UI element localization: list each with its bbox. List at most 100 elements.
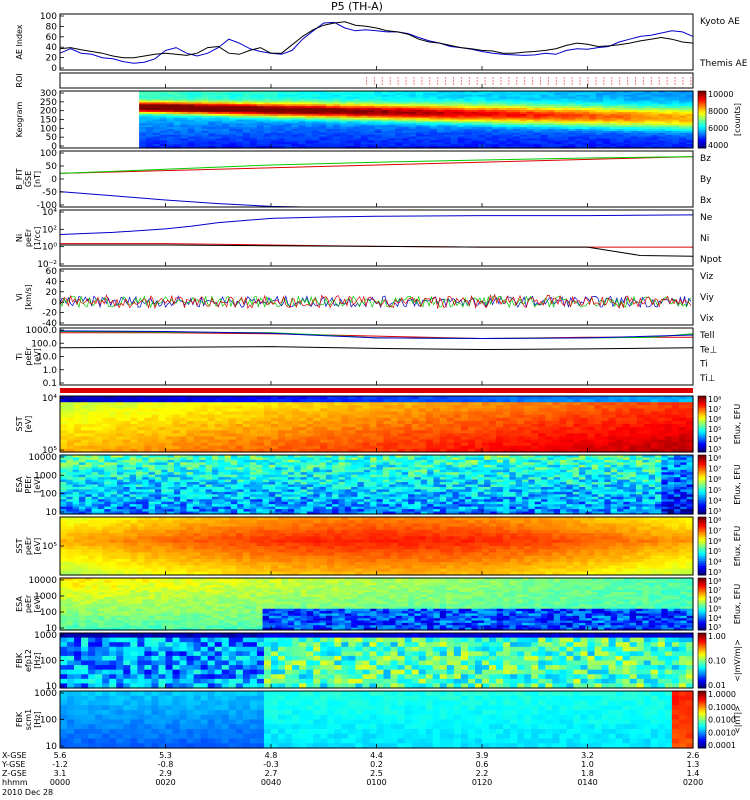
heatmap-cell [568, 132, 576, 136]
heatmap-cell [305, 129, 313, 132]
heatmap-cell [116, 427, 124, 431]
heatmap-cell [229, 100, 237, 103]
heatmap-cell [60, 469, 67, 473]
heatmap-cell [374, 102, 383, 105]
heatmap-cell [236, 111, 244, 115]
heatmap-cell [142, 459, 150, 463]
heatmap-cell [215, 102, 223, 105]
heatmap-cell [263, 405, 272, 410]
heatmap-cell [291, 144, 299, 147]
heatmap-cell [339, 98, 348, 102]
heatmap-cell [187, 136, 196, 140]
heatmap-cell [404, 424, 413, 428]
heatmap-cell [346, 111, 355, 115]
heatmap-cell [199, 457, 207, 461]
heatmap-cell [559, 405, 567, 410]
heatmap-cell [339, 125, 348, 128]
heatmap-cell [615, 420, 624, 425]
heatmap-cell [589, 132, 597, 136]
heatmap-cell [263, 119, 272, 122]
heatmap-cell [395, 125, 403, 128]
heatmap-cell [460, 399, 469, 403]
heatmap-cell [443, 130, 452, 134]
heatmap-cell [422, 113, 431, 117]
heatmap-cell [679, 100, 687, 103]
heatmap-cell [644, 146, 653, 149]
heatmap-cell [489, 414, 497, 419]
heatmap-cell [439, 396, 448, 400]
heatmap-cell [644, 115, 653, 119]
heatmap-cell [397, 442, 406, 447]
heatmap-cell [622, 442, 631, 447]
heatmap-cell [312, 119, 320, 122]
heatmap-cell [685, 405, 694, 410]
heatmap-cell [256, 129, 265, 132]
heatmap-cell [137, 405, 145, 410]
heatmap-cell [630, 106, 639, 109]
heatmap-cell [319, 129, 327, 132]
heatmap-cell [602, 132, 611, 136]
heatmap-cell [651, 91, 659, 94]
heatmap-cell [554, 111, 563, 115]
heatmap-cell [623, 91, 632, 94]
heatmap-cell [256, 140, 265, 143]
heatmap-cell [199, 467, 207, 471]
heatmap-cell [236, 117, 244, 121]
heatmap-cell [249, 430, 258, 434]
heatmap-cell [135, 511, 143, 515]
heatmap-cell [457, 134, 466, 138]
heatmap-cell [533, 108, 542, 111]
heatmap-cell [506, 144, 514, 147]
heatmap-cell [95, 396, 103, 400]
roi-dot [547, 83, 549, 85]
heatmap-cell [644, 142, 653, 145]
heatmap-cell [320, 424, 328, 428]
heatmap-cell [582, 142, 590, 145]
heatmap-cell [418, 424, 427, 428]
heatmap-cell [60, 402, 68, 406]
heatmap-cell [630, 110, 639, 113]
heatmap-cell [519, 144, 528, 147]
heatmap-cell [339, 142, 348, 145]
heatmap-cell [496, 430, 504, 434]
heatmap-cell [116, 501, 124, 505]
heatmap-cell [306, 439, 314, 444]
heatmap-cell [383, 436, 392, 441]
heatmap-cell [208, 113, 216, 117]
heatmap-cell [651, 100, 659, 103]
heatmap-cell [429, 106, 438, 109]
heatmap-cell [416, 96, 424, 100]
heatmap-cell [355, 436, 364, 441]
heatmap-cell [644, 100, 653, 103]
heatmap-cell [460, 414, 469, 419]
heatmap-cell [651, 136, 659, 140]
series-line [59, 191, 324, 208]
roi-dot [500, 83, 502, 85]
heatmap-cell [292, 408, 300, 413]
heatmap-cell [685, 433, 694, 438]
heatmap-cell [422, 106, 431, 109]
heatmap-cell [167, 469, 175, 473]
heatmap-cell [154, 462, 162, 466]
heatmap-cell [334, 424, 342, 428]
roi-dot [452, 77, 454, 79]
heatmap-cell [367, 92, 376, 96]
heatmap-cell [78, 491, 86, 495]
heatmap-cell [130, 430, 138, 434]
heatmap-cell [187, 100, 196, 103]
heatmap-cell [313, 396, 321, 400]
heatmap-cell [242, 144, 251, 147]
heatmap-cell [334, 411, 342, 416]
heatmap-cell [397, 405, 406, 410]
heatmap-cell [573, 417, 582, 422]
heatmap-cell [492, 136, 500, 140]
heatmap-cell [277, 92, 286, 96]
heatmap-cell [545, 402, 553, 406]
heatmap-cell [594, 448, 603, 453]
y-tick-label: 300 [40, 89, 57, 99]
heatmap-cell [367, 140, 376, 143]
heatmap-cell [436, 130, 445, 134]
heatmap-cell [60, 496, 67, 500]
roi-dot [421, 80, 423, 82]
heatmap-cell [685, 427, 694, 431]
